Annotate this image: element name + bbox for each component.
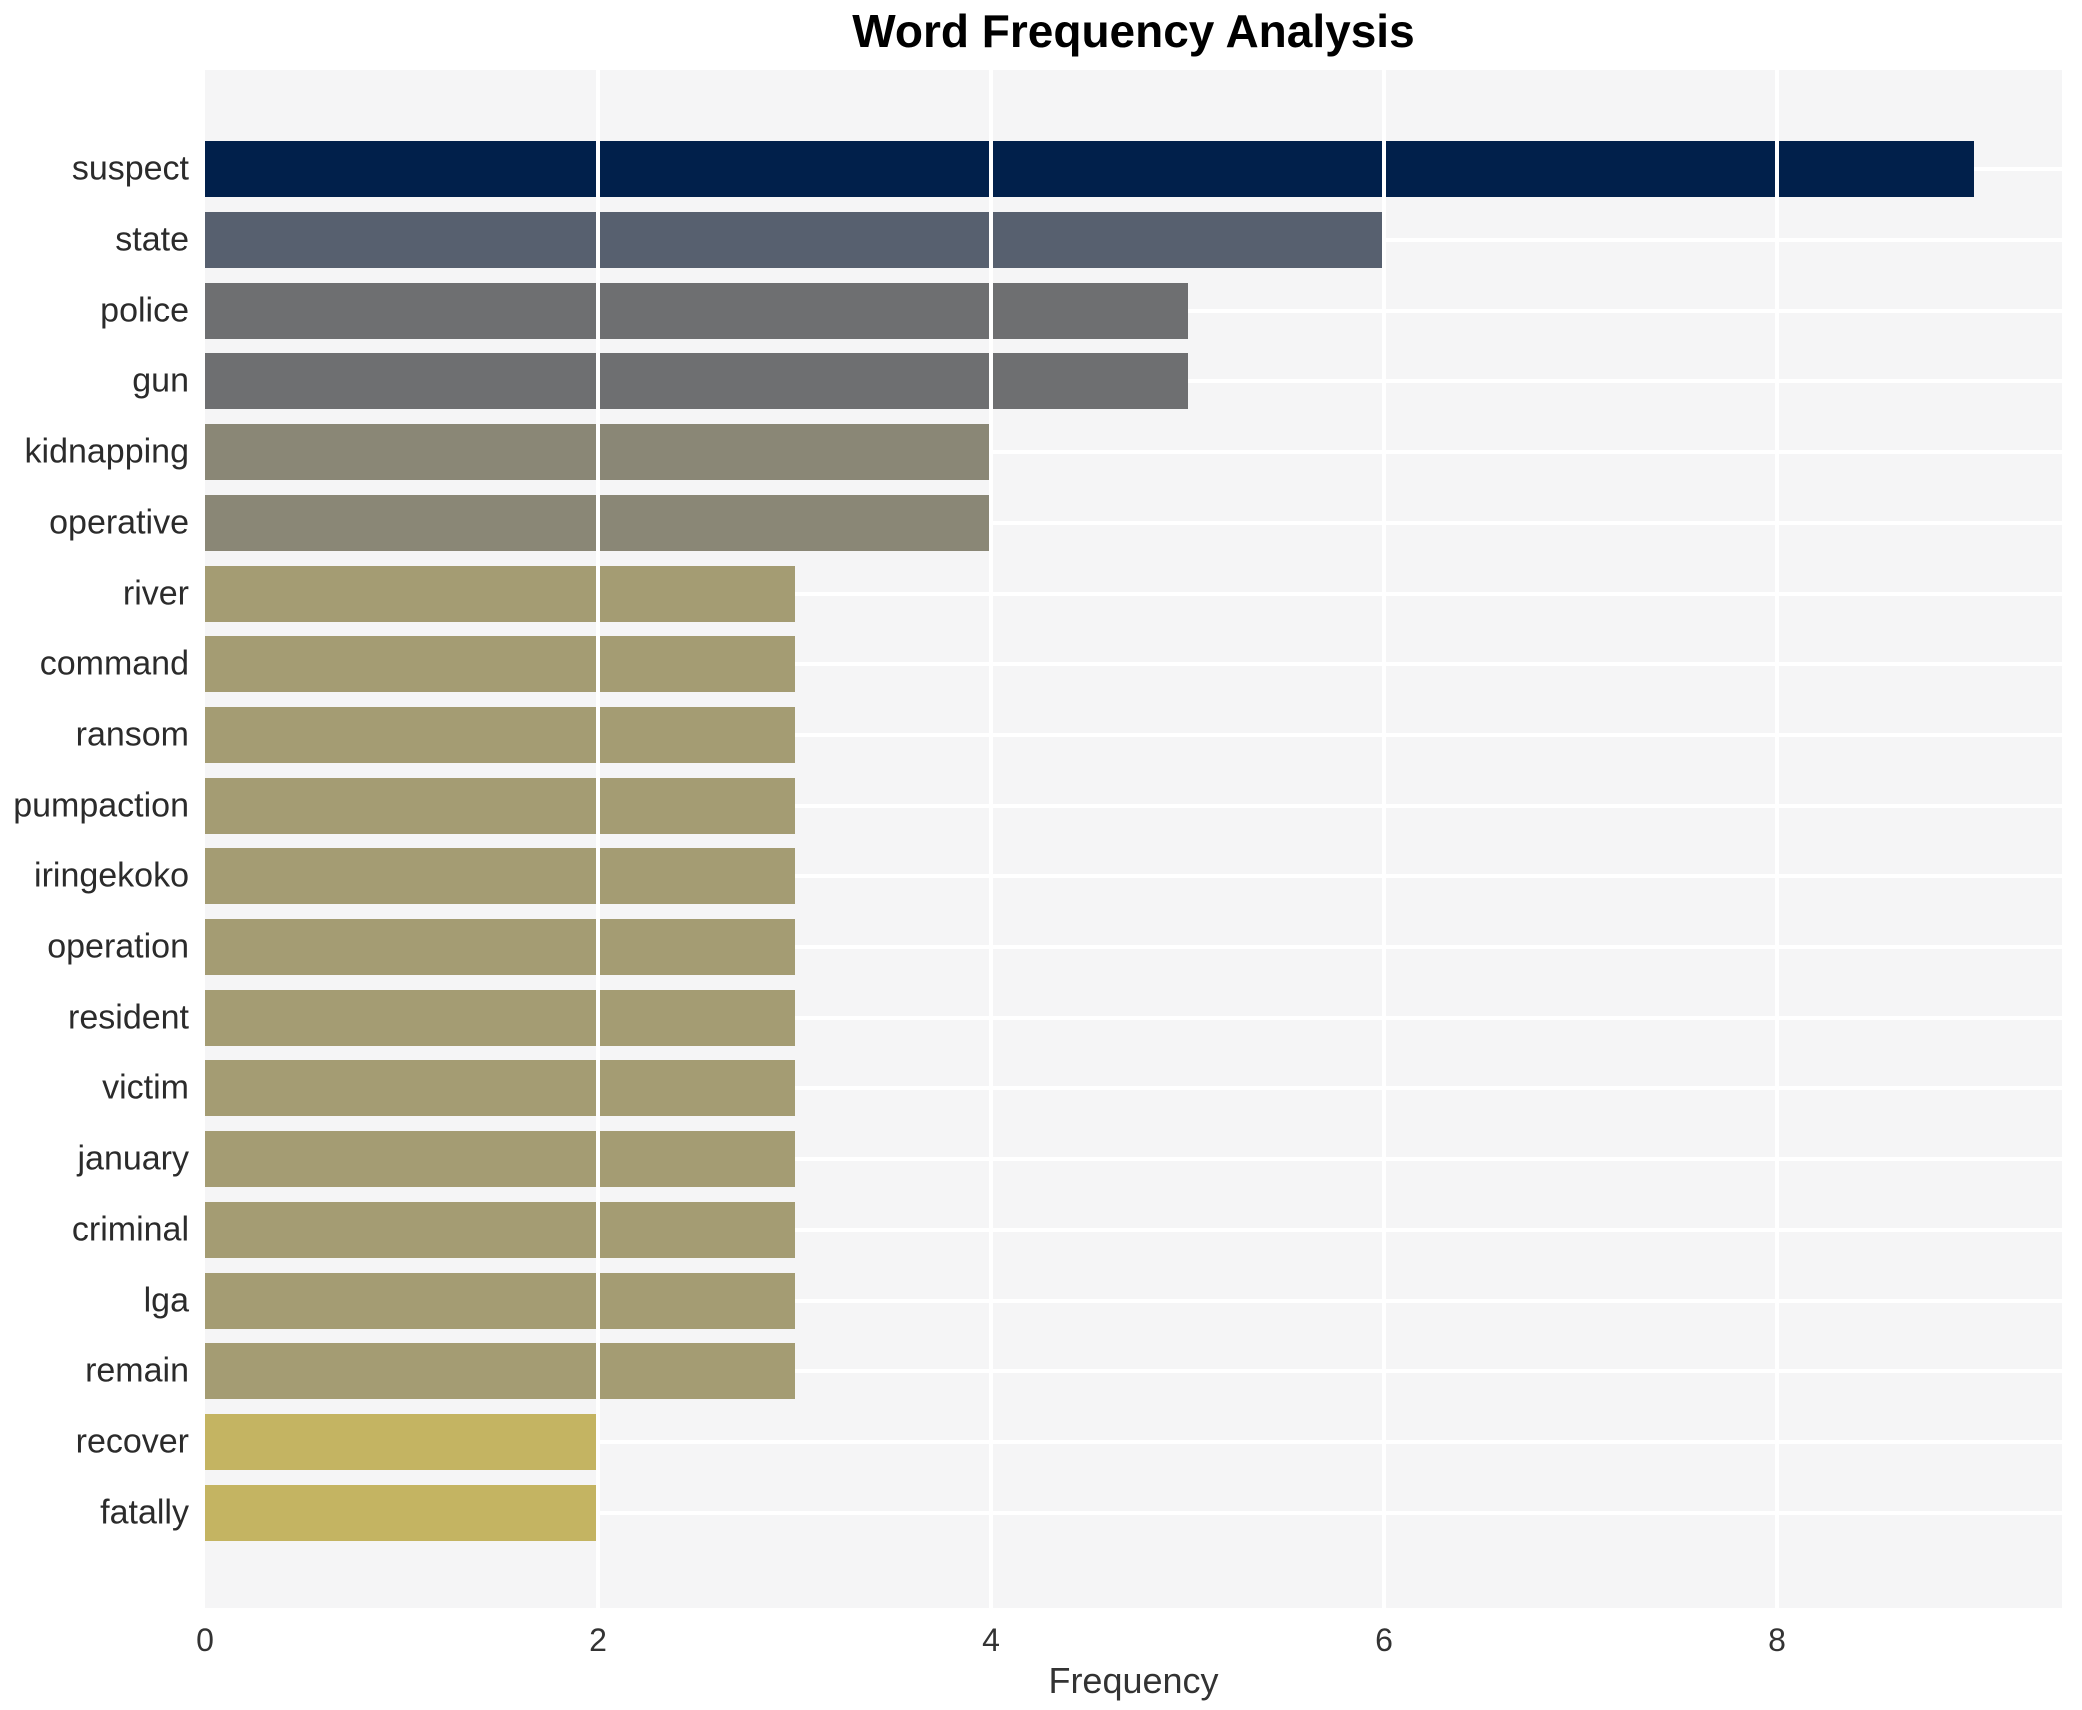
y-gridline xyxy=(205,520,2062,525)
y-gridline xyxy=(205,1298,2062,1303)
bar-row: river xyxy=(123,558,2062,629)
x-axis-label: Frequency xyxy=(1048,1660,1219,1701)
bar-row: police xyxy=(100,275,2062,346)
x-tick-label: 0 xyxy=(196,1622,214,1658)
plot-area: suspect state police gun kidnapping operative… xyxy=(13,70,2062,1608)
category-label: police xyxy=(100,291,189,330)
bar xyxy=(205,1414,599,1470)
bar xyxy=(205,989,795,1046)
bar-row: january xyxy=(77,1124,2062,1195)
bar xyxy=(205,1131,795,1188)
x-gridline xyxy=(1382,70,1387,1608)
bar-row: command xyxy=(40,629,2062,700)
bar xyxy=(205,848,795,905)
y-gridline xyxy=(205,1227,2062,1232)
category-label: gun xyxy=(132,361,189,400)
category-label: command xyxy=(39,644,189,683)
category-label: kidnapping xyxy=(24,432,189,471)
bar xyxy=(205,1201,795,1258)
bar-row: iringekoko xyxy=(34,841,2062,912)
x-tick-label: 8 xyxy=(1768,1622,1786,1658)
bar-row: ransom xyxy=(76,700,2062,771)
bar-row: resident xyxy=(68,982,2062,1053)
y-gridline xyxy=(205,1157,2062,1162)
x-gridline xyxy=(596,70,601,1608)
bar xyxy=(205,282,1188,339)
category-label: iringekoko xyxy=(34,856,189,895)
category-label: pumpaction xyxy=(13,786,189,825)
category-label: river xyxy=(122,574,189,613)
bar-row: pumpaction xyxy=(13,770,2062,841)
bar-row: recover xyxy=(76,1407,2062,1478)
y-gridline xyxy=(205,732,2062,737)
category-label: operative xyxy=(49,503,189,542)
category-label: suspect xyxy=(71,149,189,188)
y-gridline xyxy=(205,1510,2062,1515)
chart-title: Word Frequency Analysis xyxy=(852,5,1415,57)
y-gridline xyxy=(205,591,2062,596)
bar xyxy=(205,141,1974,198)
bar xyxy=(205,1060,795,1117)
y-gridline xyxy=(205,1440,2062,1444)
category-label: resident xyxy=(68,998,189,1037)
bar xyxy=(205,565,795,622)
category-label: remain xyxy=(85,1351,189,1390)
bar xyxy=(205,636,795,693)
category-label: recover xyxy=(75,1422,189,1461)
y-gridline xyxy=(205,945,2062,950)
y-gridline xyxy=(205,450,2062,455)
bar xyxy=(205,1484,599,1541)
y-gridline xyxy=(205,1086,2062,1091)
category-label: fatally xyxy=(100,1493,189,1532)
category-label: criminal xyxy=(71,1210,189,1249)
bar-row: suspect xyxy=(72,134,2062,205)
x-tick-label: 2 xyxy=(589,1622,607,1658)
y-gridline xyxy=(205,1369,2062,1374)
bars-container: suspect state police gun kidnapping operative… xyxy=(13,70,2062,1608)
category-label: ransom xyxy=(75,715,189,754)
x-tick-label: 6 xyxy=(1375,1622,1393,1658)
bar xyxy=(205,1343,795,1400)
bar-row: operative xyxy=(49,488,2062,559)
category-label: operation xyxy=(47,927,189,966)
category-label: january xyxy=(77,1139,189,1178)
x-gridline xyxy=(1775,70,1780,1608)
bar-row: gun xyxy=(132,346,2062,417)
category-label: victim xyxy=(102,1068,189,1107)
x-axis-ticks: 0 2 4 6 8 xyxy=(0,1618,2082,1662)
bar xyxy=(205,777,795,834)
bar-row: operation xyxy=(47,912,2062,983)
bar-row: kidnapping xyxy=(25,417,2062,488)
category-label: state xyxy=(115,220,189,259)
y-gridline xyxy=(205,803,2062,808)
x-tick-label: 4 xyxy=(982,1622,1000,1658)
bar xyxy=(205,1272,795,1329)
x-gridline xyxy=(989,70,994,1608)
y-gridline xyxy=(205,874,2062,879)
bar-row: remain xyxy=(85,1336,2062,1407)
bar xyxy=(205,212,1385,269)
category-label: lga xyxy=(143,1281,189,1320)
bar xyxy=(205,353,1188,410)
bar-row: victim xyxy=(102,1053,2062,1124)
bar-row: criminal xyxy=(72,1195,2062,1266)
bar-row: lga xyxy=(144,1265,2062,1336)
y-gridline xyxy=(205,662,2062,667)
bar xyxy=(205,706,795,763)
bar-row: state xyxy=(115,205,2062,276)
bar xyxy=(205,919,795,976)
bar-row: fatally xyxy=(100,1477,2062,1548)
y-gridline xyxy=(205,1015,2062,1020)
